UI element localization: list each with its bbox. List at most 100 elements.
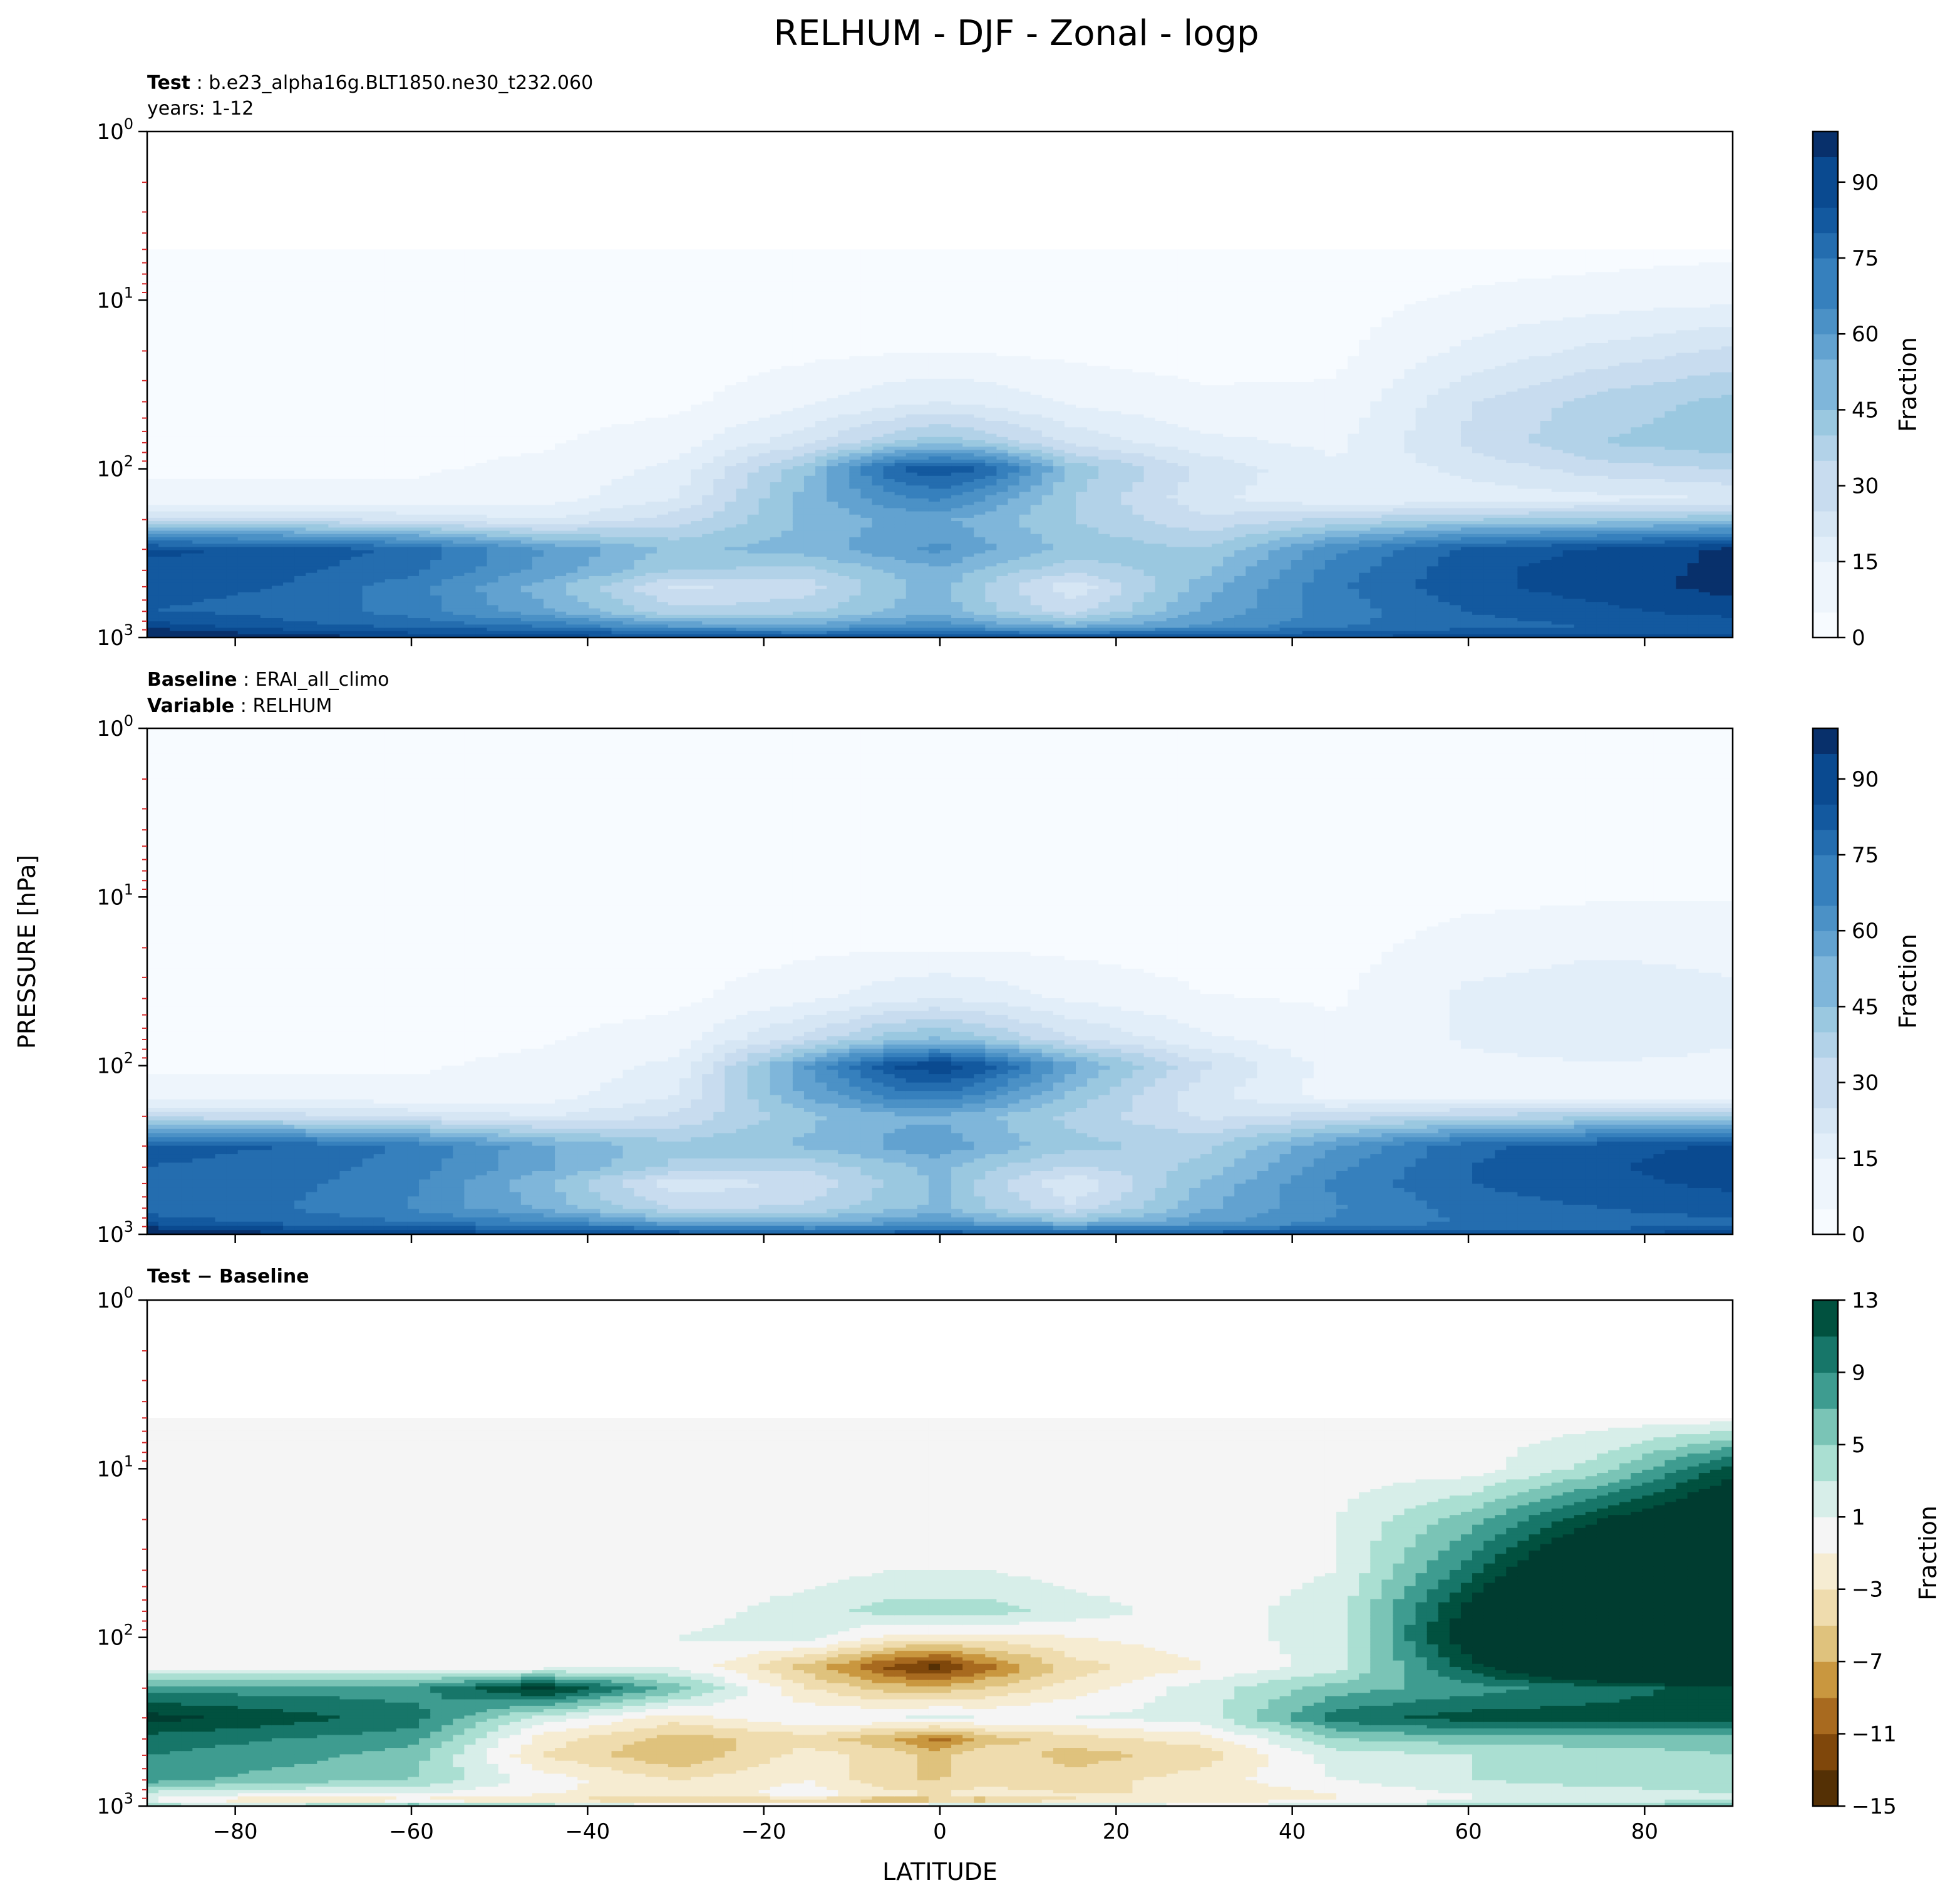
heatmap-cell [147, 553, 159, 557]
heatmap-cell [373, 366, 386, 369]
heatmap-cell [317, 278, 329, 282]
heatmap-cell [600, 485, 612, 490]
heatmap-cell [192, 540, 205, 544]
heatmap-cell [589, 427, 601, 431]
heatmap-cell [351, 582, 363, 586]
heatmap-cell [158, 466, 170, 470]
heatmap-cell [453, 614, 465, 619]
heatmap-cell [294, 576, 306, 580]
heatmap-cell [600, 420, 612, 425]
heatmap-cell [600, 586, 612, 590]
heatmap-cell [577, 408, 589, 412]
heatmap-cell [271, 482, 284, 486]
heatmap-cell [351, 291, 363, 296]
heatmap-cell [237, 508, 250, 512]
heatmap-cell [351, 498, 363, 502]
heatmap-cell [453, 495, 465, 499]
heatmap-cell [351, 405, 363, 408]
heatmap-cell [170, 592, 182, 596]
heatmap-cell [249, 353, 261, 357]
heatmap-cell [226, 420, 239, 425]
heatmap-cell [249, 560, 261, 564]
heatmap-cell [577, 324, 589, 328]
heatmap-cell [237, 586, 250, 590]
heatmap-cell [170, 420, 182, 425]
heatmap-cell [192, 627, 205, 632]
heatmap-cell [532, 614, 544, 619]
heatmap-cell [351, 569, 363, 574]
heatmap-cell [317, 475, 329, 480]
heatmap-cell [181, 375, 193, 379]
heatmap-cell [306, 579, 317, 583]
heatmap-cell [475, 252, 488, 257]
heatmap-cell [226, 314, 239, 318]
heatmap-cell [600, 339, 612, 344]
heatmap-cell [430, 540, 442, 544]
heatmap-cell [453, 453, 465, 457]
heatmap-cell [419, 492, 431, 496]
heatmap-cell [498, 307, 510, 311]
heatmap-cell [544, 349, 555, 354]
heatmap-cell [237, 466, 250, 470]
heatmap-cell [509, 605, 522, 609]
heatmap-cell [170, 256, 182, 260]
heatmap-cell [577, 592, 589, 596]
heatmap-cell [192, 495, 205, 499]
heatmap-cell [555, 353, 567, 357]
heatmap-cell [283, 624, 295, 629]
heatmap-cell [509, 266, 522, 269]
heatmap-cell [192, 420, 205, 425]
heatmap-cell [475, 408, 488, 412]
heatmap-cell [226, 372, 239, 376]
heatmap-cell [204, 475, 216, 480]
heatmap-cell [453, 527, 465, 532]
heatmap-cell [181, 514, 193, 519]
heatmap-cell [158, 288, 170, 292]
heatmap-cell [192, 466, 205, 470]
heatmap-cell [475, 424, 488, 428]
heatmap-cell [509, 569, 522, 574]
heatmap-cell [555, 595, 567, 599]
heatmap-cell [351, 618, 363, 622]
heatmap-cell [328, 530, 341, 535]
heatmap-cell [237, 249, 250, 254]
heatmap-cell [600, 572, 612, 577]
heatmap-cell [498, 401, 510, 405]
heatmap-cell [339, 430, 352, 435]
heatmap-cell [170, 517, 182, 522]
heatmap-cell [396, 614, 408, 619]
heatmap-cell [611, 453, 624, 457]
header-bold: Test [147, 72, 190, 94]
heatmap-cell [147, 560, 159, 564]
heatmap-cell [339, 621, 352, 625]
heatmap-cell [441, 388, 453, 393]
heatmap-cell [170, 378, 182, 383]
heatmap-cell [396, 611, 408, 616]
heatmap-cell [475, 324, 488, 328]
heatmap-cell [419, 249, 431, 254]
heatmap-cell [384, 391, 397, 396]
heatmap-cell [487, 511, 499, 515]
heatmap-cell [237, 576, 250, 580]
heatmap-cell [204, 405, 216, 408]
heatmap-cell [215, 443, 227, 447]
heatmap-cell [158, 401, 170, 405]
heatmap-cell [509, 378, 522, 383]
heatmap-cell [237, 517, 250, 522]
heatmap-cell [464, 343, 477, 347]
heatmap-cell [147, 294, 159, 299]
heatmap-cell [181, 459, 193, 463]
heatmap-cell [498, 492, 510, 496]
heatmap-cell [249, 508, 261, 512]
heatmap-cell [158, 252, 170, 257]
heatmap-cell [362, 524, 374, 528]
panel-test: Test : b.e23_alpha16g.BLT1850.ne30_t232.… [96, 72, 1922, 651]
heatmap-cell [589, 611, 601, 616]
heatmap-cell [453, 560, 465, 564]
heatmap-cell [396, 249, 408, 254]
heatmap-cell [204, 566, 216, 571]
heatmap-cell [351, 349, 363, 354]
heatmap-cell [589, 547, 601, 551]
heatmap-cell [407, 327, 420, 331]
heatmap-cell [544, 436, 555, 441]
